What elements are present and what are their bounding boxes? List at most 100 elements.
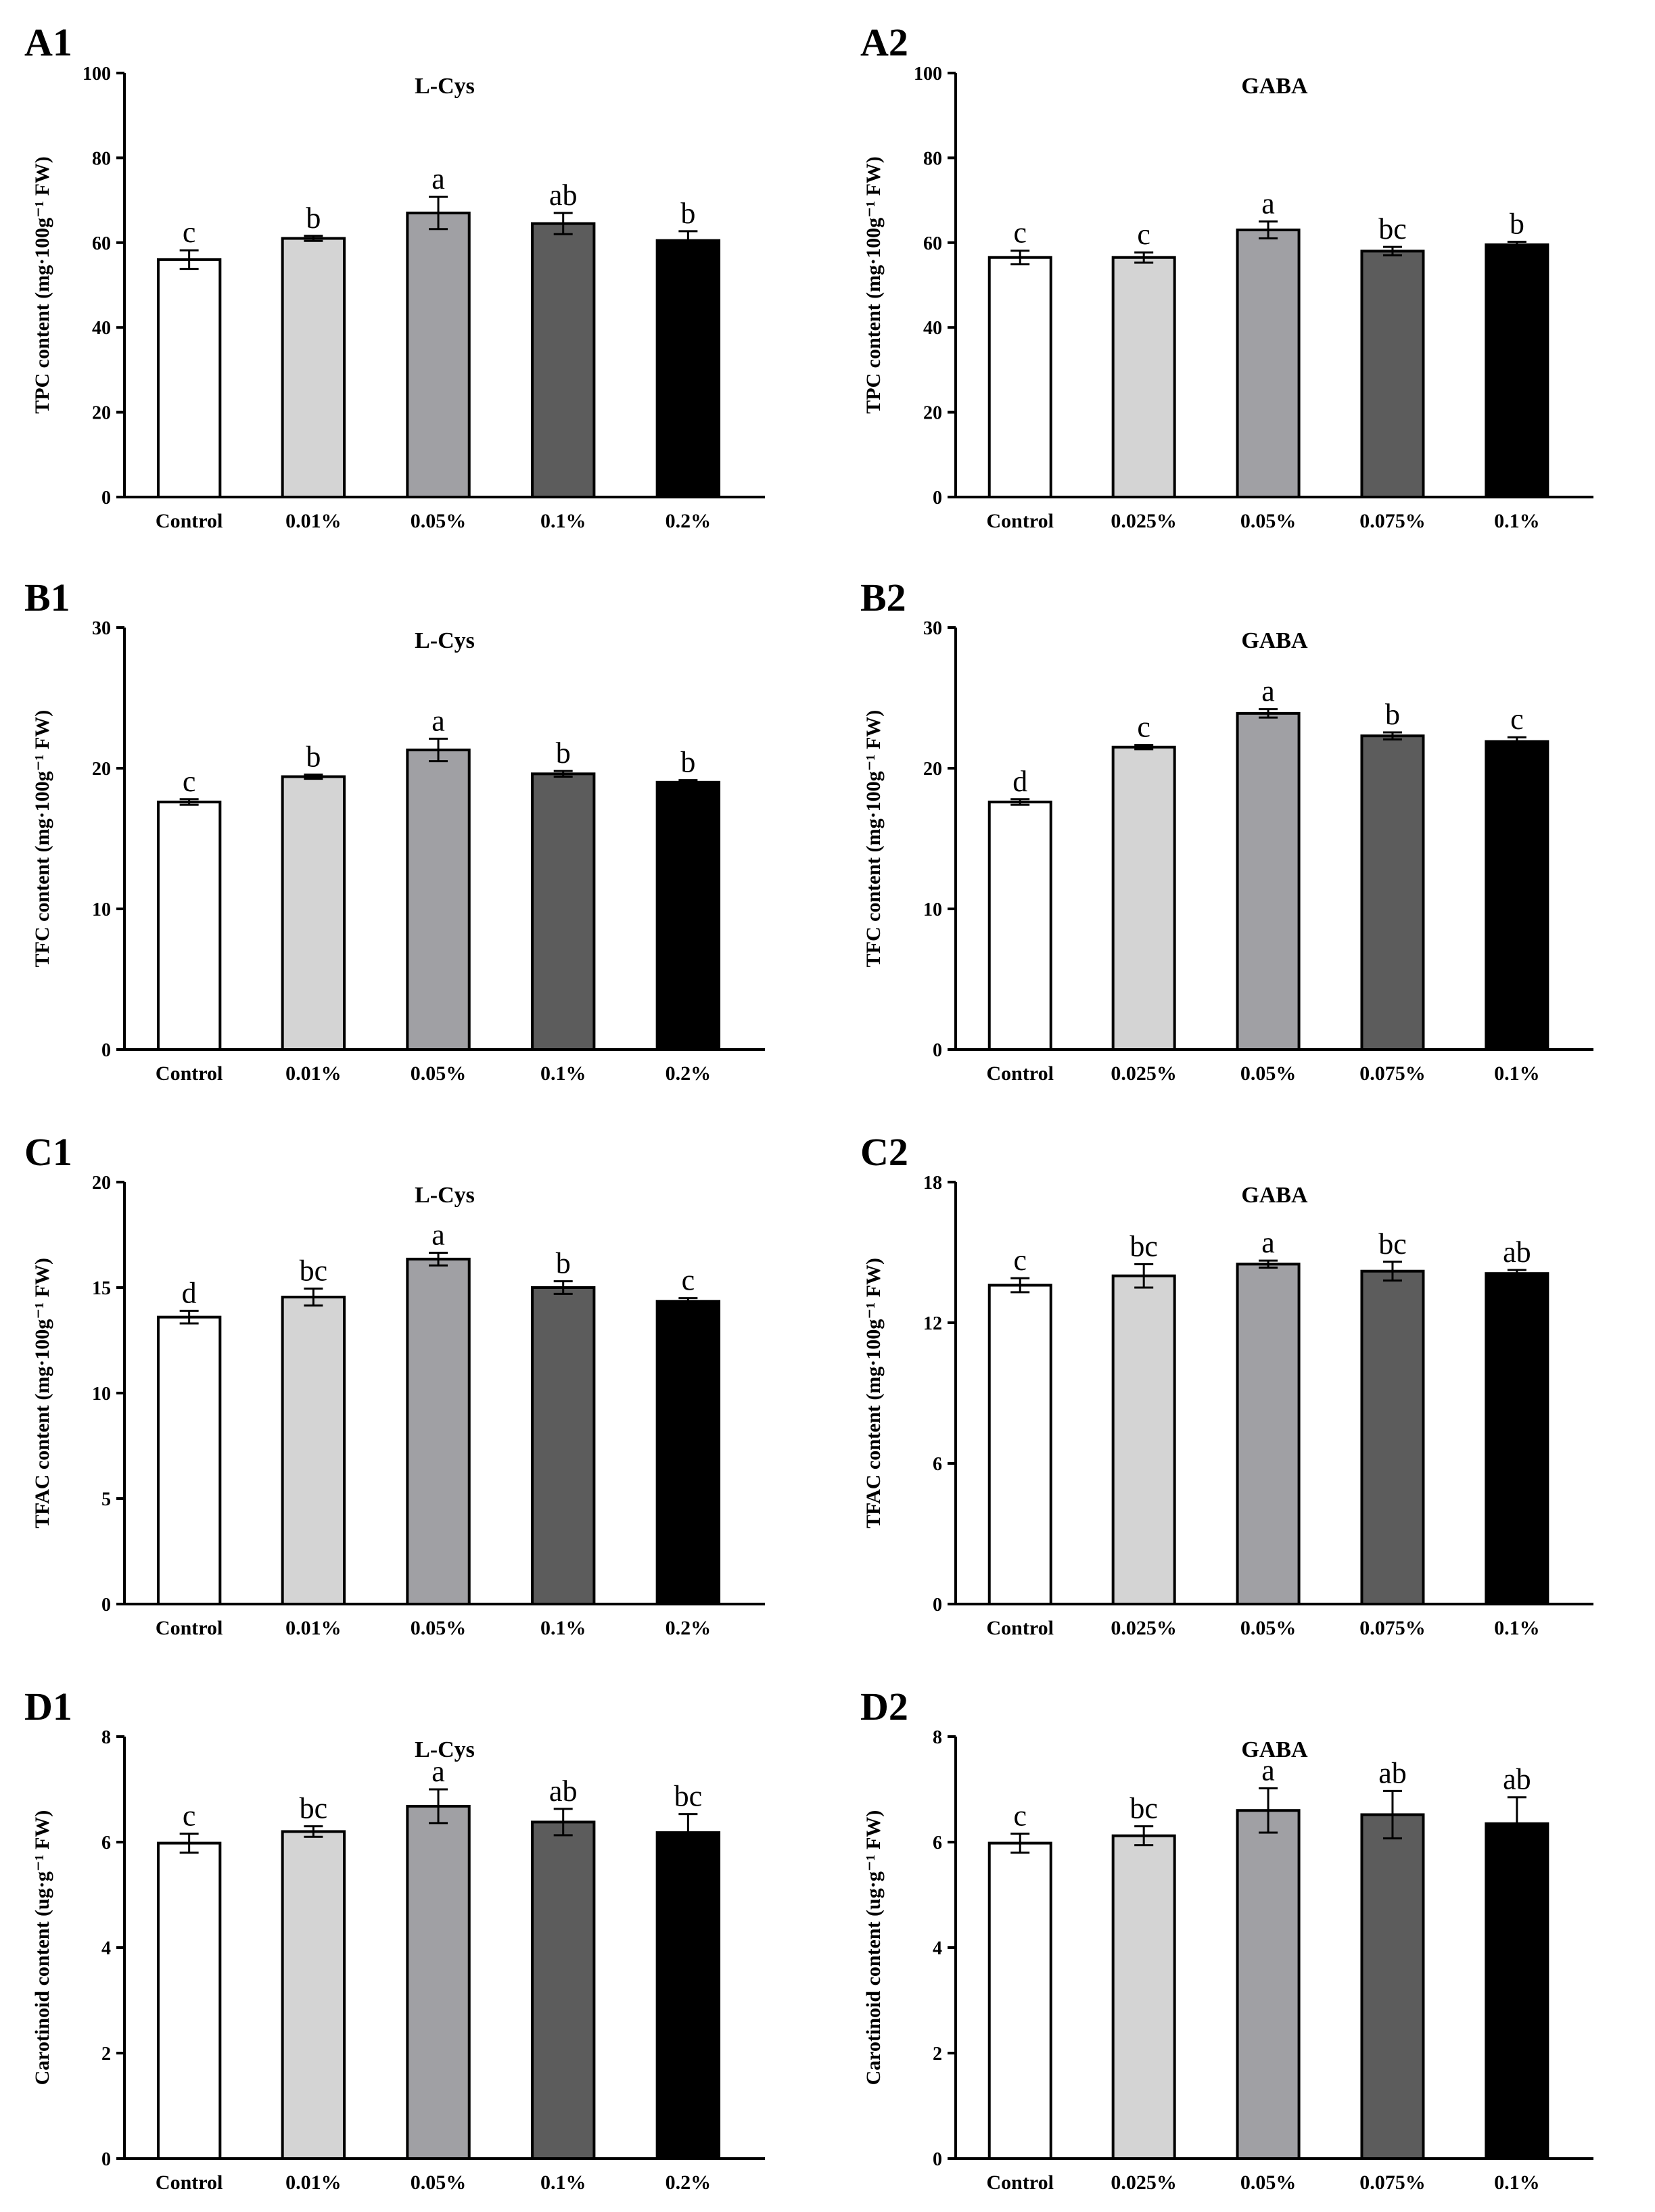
y-tick-label: 0 bbox=[933, 1040, 942, 1061]
category-label: 0.075% bbox=[1359, 2171, 1426, 2194]
category-label: 0.1% bbox=[1494, 510, 1540, 532]
category-label: Control bbox=[987, 1062, 1054, 1085]
y-tick-label: 6 bbox=[933, 1833, 942, 1854]
category-label: 0.01% bbox=[285, 1617, 342, 1639]
significance-letter: c bbox=[1013, 216, 1027, 250]
chart-title: L-Cys bbox=[415, 1737, 475, 1762]
significance-letter: c bbox=[1137, 218, 1150, 251]
y-tick-label: 5 bbox=[101, 1489, 111, 1510]
category-label: 0.025% bbox=[1111, 2171, 1177, 2194]
panel-label: B2 bbox=[860, 575, 906, 619]
y-tick-label: 20 bbox=[923, 759, 942, 780]
category-label: Control bbox=[156, 1062, 223, 1085]
error-bar bbox=[553, 212, 573, 235]
y-axis-label: TPC content (mg·100g⁻¹ FW) bbox=[862, 156, 885, 414]
category-label: Control bbox=[156, 1617, 223, 1639]
significance-letter: b bbox=[1510, 208, 1524, 241]
panel-label: C2 bbox=[860, 1130, 908, 1174]
y-tick-label: 0 bbox=[933, 2149, 942, 2170]
bar bbox=[655, 239, 721, 498]
y-tick-label: 0 bbox=[101, 488, 111, 509]
error-bar bbox=[1010, 1277, 1030, 1294]
error-bar bbox=[1259, 1787, 1278, 1834]
chart-panel-b2: B2 GABA d Control c 0.025% a 0.05% b 0.075% c 0.1% 0… bbox=[860, 575, 1593, 1085]
y-tick-label: 4 bbox=[101, 1938, 111, 1959]
error-bar bbox=[429, 737, 448, 763]
bar bbox=[281, 237, 346, 498]
significance-letter: c bbox=[183, 765, 196, 798]
error-bar bbox=[1134, 1825, 1154, 1847]
error-bar bbox=[1382, 1261, 1402, 1282]
bar bbox=[156, 258, 222, 498]
error-bar bbox=[304, 235, 323, 242]
error-bar bbox=[1259, 708, 1278, 719]
error-bar bbox=[1259, 1259, 1278, 1269]
significance-letter: ab bbox=[549, 1774, 578, 1808]
error-bar bbox=[429, 195, 448, 231]
category-label: 0.01% bbox=[285, 510, 342, 532]
significance-letter: ab bbox=[1378, 1756, 1407, 1789]
chart-panel-a2: A2 GABA c Control c 0.025% a 0.05% bc 0.075% b 0.1%… bbox=[860, 20, 1593, 532]
category-label: 0.1% bbox=[1494, 1062, 1540, 1085]
significance-letter: a bbox=[432, 1755, 445, 1788]
y-tick-label: 10 bbox=[92, 1384, 111, 1405]
error-bar bbox=[1507, 241, 1526, 249]
error-bar bbox=[179, 249, 199, 270]
y-axis-label: TFAC content (mg·100g⁻¹ FW) bbox=[31, 1258, 53, 1528]
significance-letter: b bbox=[556, 1247, 571, 1280]
bar bbox=[1360, 1269, 1425, 1605]
bar bbox=[531, 222, 596, 498]
panel-label: C1 bbox=[24, 1130, 72, 1174]
category-label: 0.1% bbox=[1494, 1617, 1540, 1639]
category-label: 0.025% bbox=[1111, 510, 1177, 532]
y-tick-label: 2 bbox=[101, 2044, 111, 2065]
category-label: 0.05% bbox=[1240, 510, 1297, 532]
y-tick-label: 40 bbox=[92, 318, 111, 339]
y-tick-label: 2 bbox=[933, 2044, 942, 2065]
significance-letter: c bbox=[183, 216, 196, 249]
error-bar bbox=[304, 1825, 323, 1838]
error-bar bbox=[1382, 731, 1402, 740]
category-label: 0.1% bbox=[540, 2171, 586, 2194]
bar bbox=[281, 1830, 346, 2160]
bar bbox=[655, 1300, 721, 1606]
significance-letter: c bbox=[183, 1799, 196, 1833]
y-tick-label: 20 bbox=[92, 1173, 111, 1194]
error-bar bbox=[1134, 744, 1154, 751]
significance-letter: ab bbox=[549, 179, 578, 212]
bar bbox=[1236, 228, 1301, 498]
category-label: 0.075% bbox=[1359, 510, 1426, 532]
category-label: 0.01% bbox=[285, 2171, 342, 2194]
bar bbox=[406, 748, 471, 1051]
significance-letter: a bbox=[432, 162, 445, 195]
bar bbox=[1111, 1274, 1176, 1605]
category-label: 0.2% bbox=[666, 1617, 712, 1639]
chart-panel-d2: D2 GABA c Control bc 0.025% a 0.05% ab 0.075% ab 0.… bbox=[860, 1685, 1593, 2194]
significance-letter: c bbox=[1137, 711, 1150, 744]
bar bbox=[987, 1284, 1052, 1605]
chart-panel-c2: C2 GABA c Control bc 0.025% a 0.05% bc 0.075% ab 0.… bbox=[860, 1130, 1593, 1639]
bar bbox=[1360, 734, 1425, 1052]
error-bar bbox=[553, 1808, 573, 1837]
bar bbox=[987, 1841, 1052, 2161]
significance-letter: b bbox=[1385, 698, 1400, 731]
error-bar bbox=[1134, 251, 1154, 264]
significance-letter: b bbox=[680, 746, 695, 779]
significance-letter: b bbox=[556, 736, 571, 770]
bar bbox=[406, 1804, 471, 2160]
error-bar bbox=[1010, 798, 1030, 806]
bar bbox=[406, 211, 471, 498]
category-label: 0.05% bbox=[1240, 1062, 1297, 1085]
significance-letter: bc bbox=[1129, 1229, 1158, 1263]
significance-letter: c bbox=[1510, 703, 1524, 736]
category-label: 0.05% bbox=[411, 1617, 467, 1639]
error-bar bbox=[678, 230, 698, 251]
category-label: Control bbox=[987, 510, 1054, 532]
category-label: 0.05% bbox=[411, 1062, 467, 1085]
y-tick-label: 4 bbox=[933, 1938, 942, 1959]
significance-letter: a bbox=[432, 704, 445, 737]
significance-letter: b bbox=[680, 197, 695, 230]
y-tick-label: 60 bbox=[923, 233, 942, 254]
error-bar bbox=[678, 779, 698, 786]
y-tick-label: 0 bbox=[933, 1595, 942, 1616]
